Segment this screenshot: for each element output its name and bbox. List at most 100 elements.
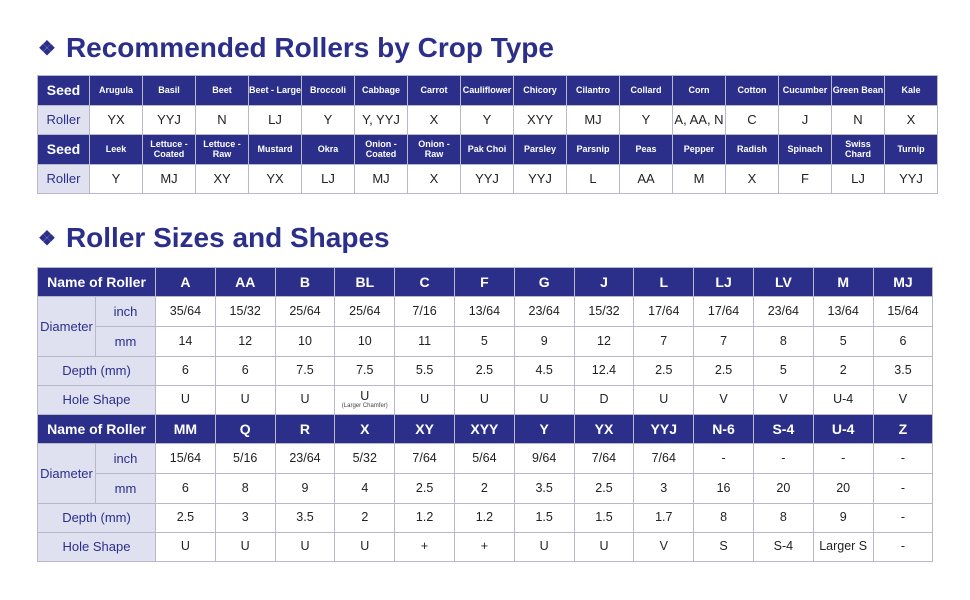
roller-value-cell: YX <box>248 164 302 194</box>
roller-name-header-row: Name of Roller MM Q R X XY XYY Y YX YYJ N-6 S-4 U-4 Z <box>37 414 934 444</box>
seed-header-row: Seed Leek Lettuce - Coated Lettuce - Raw Mus… <box>37 134 938 165</box>
hole-shape-cell: + <box>394 532 455 562</box>
roller-value-cell: YYJ <box>460 164 514 194</box>
seed-name-cell: Lettuce - Coated <box>142 134 196 165</box>
diameter-inch-row: Diameter inch 35/64 15/32 25/64 25/64 7/16 13/6… <box>37 296 934 357</box>
hole-shape-cell: + <box>453 532 515 562</box>
seed-name-cell: Okra <box>301 134 355 165</box>
depth-cell: 5.5 <box>394 356 455 386</box>
depth-label: Depth (mm) <box>37 356 156 386</box>
roller-name-cell: M <box>812 267 874 297</box>
seed-name-cell: Cilantro <box>566 75 620 106</box>
depth-cell: 2.5 <box>633 356 695 386</box>
depth-cell: 2.5 <box>453 356 515 386</box>
depth-cell: 6 <box>155 356 216 386</box>
diameter-label: Diameter <box>37 443 96 504</box>
roller-name-header-row: Name of Roller A AA B BL C F G J L LJ LV M MJ <box>37 267 934 297</box>
seed-name-cell: Basil <box>142 75 196 106</box>
diameter-mm-cell: 4 <box>334 473 396 504</box>
crop-roller-table: Seed Arugula Basil Beet Beet - Large Broccoli… <box>37 75 938 194</box>
seed-name-cell: Lettuce - Raw <box>195 134 249 165</box>
roller-name-cell: MM <box>155 414 216 444</box>
diameter-inch-cell: 25/64 <box>274 296 336 327</box>
seed-name-cell: Cabbage <box>354 75 408 106</box>
roller-sizes-table: Name of Roller A AA B BL C F G J L LJ LV M MJ Diameter… <box>37 267 934 562</box>
diameter-mm-cell: 11 <box>394 326 455 357</box>
roller-name-cell: C <box>394 267 455 297</box>
hole-shape-cell: U (Larger Chamfer) <box>334 385 396 415</box>
hole-shape-value: - <box>900 539 906 554</box>
mm-unit-label: mm <box>95 473 156 504</box>
seed-name-cell: Mustard <box>248 134 302 165</box>
depth-cell: 7.5 <box>334 356 396 386</box>
hole-shape-value: U <box>240 392 250 407</box>
diameter-inch-cell: 13/64 <box>812 296 874 327</box>
seed-name-cell: Green Bean <box>831 75 885 106</box>
roller-value-cell: N <box>195 105 249 135</box>
depth-cell: 3.5 <box>274 503 336 533</box>
depth-cell: 3 <box>214 503 276 533</box>
hole-shape-cell: V <box>693 385 754 415</box>
hole-shape-cell: U <box>633 385 695 415</box>
hole-shape-value: V <box>719 392 728 407</box>
roller-name-cell: X <box>334 414 396 444</box>
hole-shape-row: Hole Shape U U U U + + U U V S S-4 Larger S - <box>37 532 934 562</box>
diameter-inch-cell: - <box>812 443 874 474</box>
depth-cell: 9 <box>812 503 874 533</box>
diameter-mm-cell: 2.5 <box>394 473 455 504</box>
diameter-mm-cell: 7 <box>693 326 754 357</box>
hole-shape-value: + <box>420 539 429 554</box>
diameter-mm-cell: 20 <box>812 473 874 504</box>
seed-header-row: Seed Arugula Basil Beet Beet - Large Broccoli… <box>37 75 938 106</box>
hole-shape-cell: Larger S <box>812 532 874 562</box>
diameter-mm-cell: 12 <box>573 326 635 357</box>
hole-shape-cell: U <box>453 385 515 415</box>
diameter-inch-cell: 7/64 <box>394 443 455 474</box>
hole-shape-cell: U <box>573 532 635 562</box>
hole-shape-value: + <box>480 539 489 554</box>
roller-name-cell: XY <box>394 414 455 444</box>
seed-name-cell: Pepper <box>672 134 726 165</box>
roller-row: Roller Y MJ XY YX LJ MJ X YYJ YYJ L AA M X F LJ YYJ <box>37 164 938 194</box>
diameter-inch-cell: 17/64 <box>693 296 754 327</box>
diameter-inch-cell: 25/64 <box>334 296 396 327</box>
diameter-mm-cell: 5 <box>812 326 874 357</box>
seed-name-cell: Spinach <box>778 134 832 165</box>
inch-unit-label: inch <box>95 443 156 474</box>
hole-shape-cell: U <box>155 532 216 562</box>
hole-shape-cell: V <box>872 385 934 415</box>
hole-shape-cell: U <box>274 532 336 562</box>
roller-name-cell: G <box>513 267 575 297</box>
hole-shape-cell: S-4 <box>752 532 814 562</box>
depth-cell: 3.5 <box>872 356 934 386</box>
seed-name-cell: Corn <box>672 75 726 106</box>
diameter-mm-row: mm 14 12 10 10 11 5 9 12 7 7 8 5 6 <box>38 326 934 357</box>
diameter-mm-cell: 6 <box>872 326 934 357</box>
roller-name-cell: LJ <box>693 267 754 297</box>
roller-value-cell: MJ <box>566 105 620 135</box>
diameter-inch-cell: 5/64 <box>453 443 515 474</box>
hole-shape-cell: V <box>633 532 695 562</box>
roller-value-cell: J <box>778 105 832 135</box>
hole-shape-cell: U <box>214 385 276 415</box>
roller-value-cell: M <box>672 164 726 194</box>
diameter-mm-cell: 2.5 <box>573 473 635 504</box>
depth-cell: 1.2 <box>453 503 515 533</box>
name-of-roller-label: Name of Roller <box>37 414 156 444</box>
diameter-mm-cell: 9 <box>513 326 575 357</box>
roller-name-cell: AA <box>214 267 276 297</box>
roller-name-cell: B <box>274 267 336 297</box>
diameter-mm-cell: 10 <box>334 326 396 357</box>
diameter-inch-cell: 13/64 <box>453 296 515 327</box>
depth-cell: 8 <box>693 503 754 533</box>
roller-name-cell: XYY <box>453 414 515 444</box>
hole-shape-value: U <box>539 392 549 407</box>
roller-value-cell: Y <box>89 164 143 194</box>
diameter-inch-cell: 35/64 <box>155 296 216 327</box>
roller-value-cell: YYJ <box>142 105 196 135</box>
seed-name-cell: Chicory <box>513 75 567 106</box>
hole-shape-row: Hole Shape U U U U (Larger Chamfer) U U U D U V V U-4… <box>37 385 934 415</box>
diamond-bullet-icon: ❖ <box>38 227 56 250</box>
roller-value-cell: LJ <box>248 105 302 135</box>
